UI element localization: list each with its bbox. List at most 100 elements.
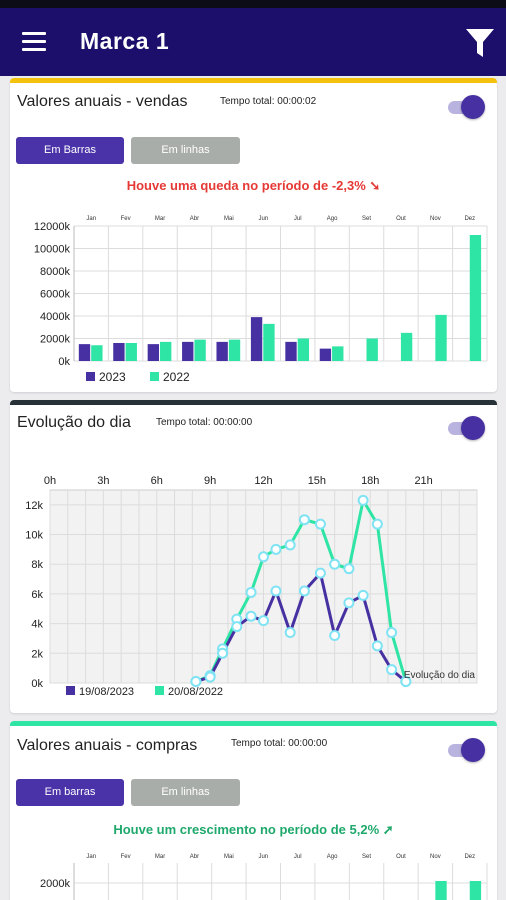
card-toggle[interactable] [446, 738, 488, 762]
day-line-chart: 0h 3h 6h 9h 12h 15h 18h 21h 0k 2k 4k 6k 8k 10k 12k Evol… [25, 475, 478, 698]
bar [366, 338, 378, 361]
x-tick-label: Jul [294, 216, 302, 222]
legend-swatch [155, 686, 164, 695]
x-tick-label: Set [362, 216, 371, 222]
bar [469, 235, 482, 361]
y-tick-label: 2000k [40, 334, 70, 346]
y-tick-label: 12k [25, 500, 43, 512]
bar [469, 881, 482, 900]
x-tick-label: 21h [414, 475, 432, 487]
chart-annotation: Evolução do dia [404, 670, 476, 681]
x-tick-label: Jan [86, 216, 96, 222]
data-point [371, 640, 383, 652]
filter-icon[interactable] [464, 26, 496, 60]
data-point [245, 610, 257, 622]
card-title: Valores anuais - compras [17, 737, 198, 754]
y-tick-label: 2k [31, 648, 43, 660]
x-tick-label: Nov [430, 216, 441, 222]
x-tick-label: 9h [204, 475, 216, 487]
x-tick-label: Jun [258, 216, 268, 222]
purchases-bar-chart: Jan Fev Mar Abr Mai Jun Jul Ago Set Out Nov Dez 2000… [40, 854, 488, 900]
x-tick-label: 15h [308, 475, 326, 487]
bar [285, 341, 297, 361]
menu-icon[interactable] [22, 32, 46, 52]
x-tick-label: Jan [86, 854, 96, 860]
bar [319, 348, 332, 361]
legend-swatch [150, 372, 159, 381]
data-point [343, 563, 355, 575]
lines-button[interactable]: Em linhas [131, 137, 240, 164]
x-tick-label: Mai [224, 216, 234, 222]
card-title: Valores anuais - vendas [17, 93, 188, 110]
x-tick-label: 12h [254, 475, 272, 487]
data-point [270, 585, 282, 597]
bar [182, 341, 194, 361]
data-point [298, 585, 310, 597]
legend-label: 2022 [163, 370, 190, 384]
bar [91, 345, 103, 361]
bar [194, 339, 206, 361]
series-line [195, 496, 408, 683]
x-tick-label: Jun [258, 854, 268, 860]
purchases-card: Valores anuais - compras Tempo total: 00… [10, 721, 497, 900]
bars-button[interactable]: Em barras [16, 779, 124, 806]
data-point [217, 647, 229, 659]
x-tick-label: Jul [294, 854, 302, 860]
data-point [298, 514, 310, 526]
bar [216, 341, 228, 361]
legend-label: 19/08/2023 [79, 686, 134, 698]
data-point [204, 671, 216, 683]
data-point [357, 589, 369, 601]
x-tick-label: 18h [361, 475, 379, 487]
page-title: Marca 1 [80, 28, 170, 54]
y-tick-label: 4000k [40, 311, 70, 323]
card-accent [10, 400, 497, 405]
y-tick-label: 2000k [40, 878, 70, 890]
y-tick-label: 0k [31, 678, 43, 690]
card-accent [10, 721, 497, 726]
trend-text: Houve uma queda no período de -2,3% ➘ [10, 178, 497, 194]
bar [228, 339, 241, 361]
data-point [329, 629, 341, 641]
data-point [284, 539, 296, 551]
bar [113, 343, 125, 361]
x-tick-label: Fev [121, 854, 131, 860]
x-tick-label: Out [396, 216, 406, 222]
x-tick-label: Fev [121, 216, 131, 222]
data-point [329, 558, 341, 570]
y-tick-label: 8k [31, 559, 43, 571]
x-tick-label: Abr [190, 854, 199, 860]
data-point [231, 621, 243, 633]
x-tick-label: 3h [97, 475, 109, 487]
bar [435, 314, 447, 361]
data-point [343, 597, 355, 609]
arrow-up-icon: ➚ [379, 822, 394, 837]
x-tick-label: 6h [151, 475, 163, 487]
data-point [314, 518, 326, 530]
x-tick-label: Mai [224, 854, 234, 860]
legend-label: 2023 [99, 370, 126, 384]
y-tick-label: 8000k [40, 266, 70, 278]
x-tick-label: Set [362, 854, 371, 860]
app-bar: Marca 1 [0, 8, 506, 76]
bar [147, 344, 160, 361]
y-tick-label: 6k [31, 589, 43, 601]
x-tick-label: Dez [464, 854, 475, 860]
lines-button[interactable]: Em linhas [131, 779, 240, 806]
data-point [258, 615, 269, 627]
total-time-label: Tempo total: 00:00:00 [156, 417, 253, 428]
card-toggle[interactable] [446, 95, 488, 119]
legend-label: 20/08/2022 [168, 686, 223, 698]
trend-label: Houve um crescimento no período de 5,2% [113, 822, 380, 837]
data-point [314, 567, 326, 579]
data-point [400, 676, 412, 688]
y-tick-label: 12000k [34, 221, 71, 233]
y-tick-label: 10k [25, 530, 43, 542]
x-tick-label: Dez [464, 216, 475, 222]
x-tick-label: Mar [155, 216, 165, 222]
card-toggle[interactable] [446, 416, 488, 440]
y-tick-label: 0k [58, 356, 70, 368]
bars-button[interactable]: Em Barras [16, 137, 124, 164]
bar [332, 346, 344, 361]
data-point [270, 543, 282, 555]
